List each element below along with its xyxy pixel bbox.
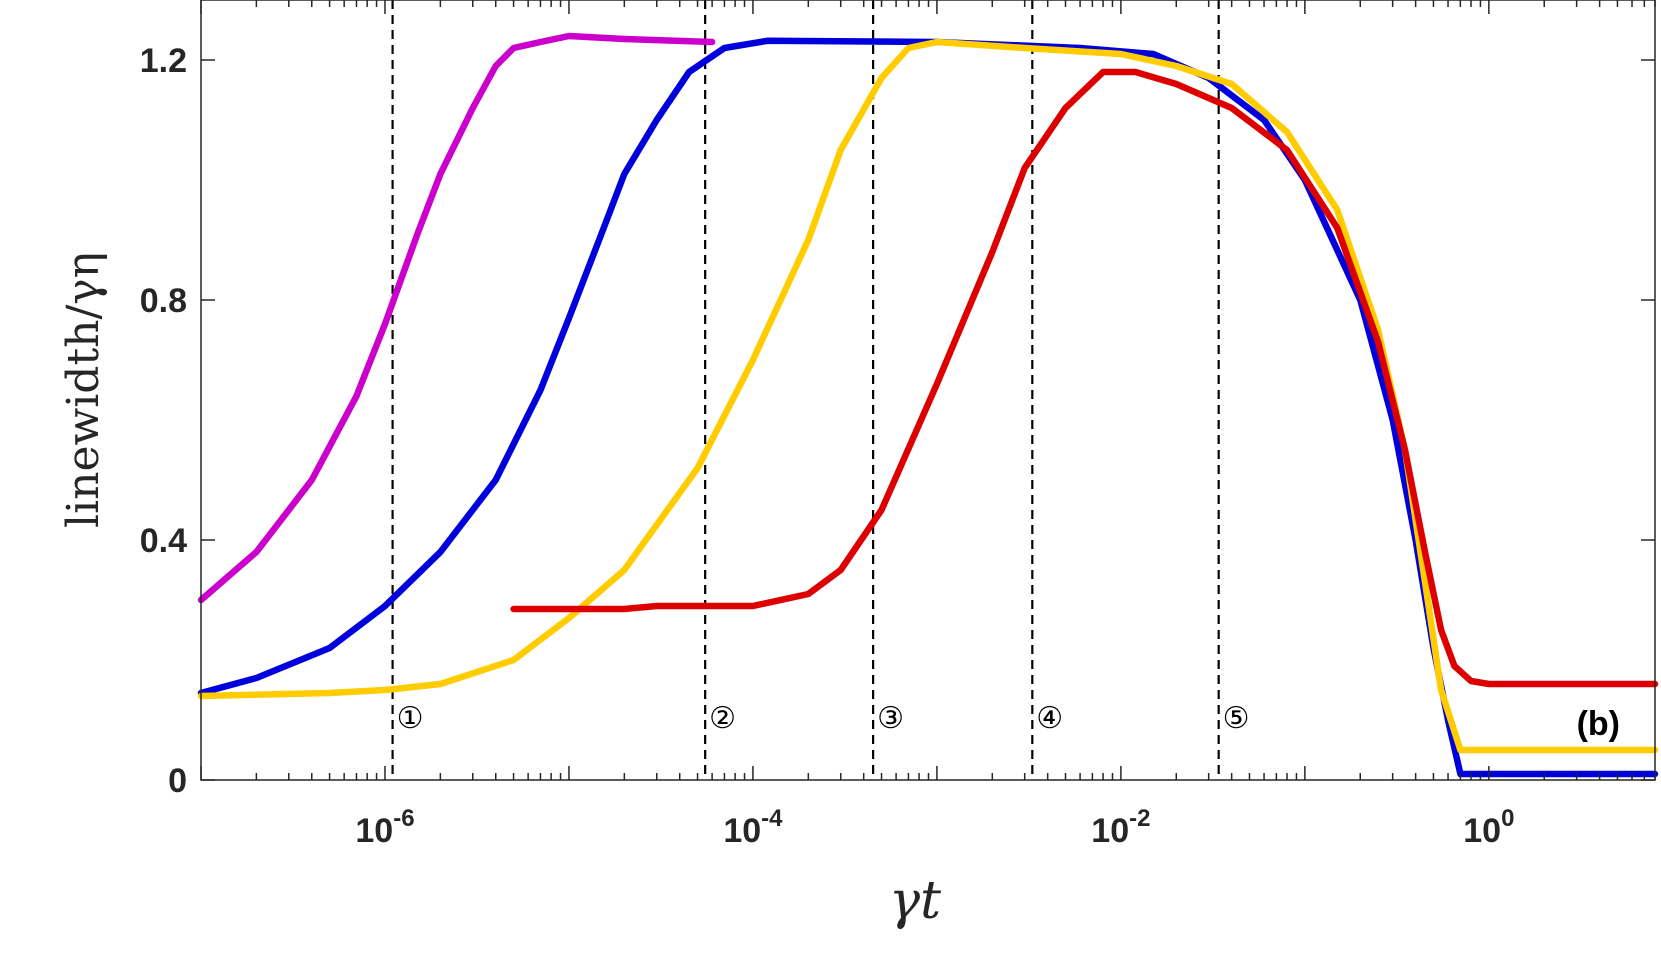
x-axis-title: γt — [889, 871, 941, 931]
vline-label-1: ① — [397, 701, 424, 736]
x-tick-label-4: 100 — [1463, 805, 1514, 850]
vertical-reference-lines — [391, 0, 1220, 780]
y-tick-label-4: 1.2 — [140, 42, 187, 80]
series-lines — [197, 32, 1659, 778]
series-line-4 — [510, 68, 1659, 688]
axis-ticks — [200, 0, 1656, 781]
y-axis-title: linewidth/γη — [58, 252, 109, 528]
x-tick-label-2: 10-4 — [723, 805, 783, 850]
vline-label-4: ④ — [1036, 701, 1063, 736]
vline-label-3: ③ — [877, 701, 904, 736]
series-line-2 — [197, 37, 1659, 778]
y-tick-label-1: 0 — [168, 762, 187, 800]
vline-label-2: ② — [709, 701, 736, 736]
x-tick-label-3: 10-2 — [1091, 805, 1150, 850]
panel-annotation: (b) — [1577, 705, 1620, 743]
axis-tick-labels: 10-6 10-4 10-2 100 0 0.4 0.8 1.2 — [140, 42, 1515, 850]
vline-labels: ① ② ③ ④ ⑤ — [397, 701, 1250, 736]
series-line-1 — [197, 32, 716, 604]
y-tick-label-2: 0.4 — [140, 522, 187, 560]
x-tick-label-1: 10-6 — [355, 805, 414, 850]
y-tick-label-3: 0.8 — [140, 282, 187, 320]
vline-label-5: ⑤ — [1223, 701, 1250, 736]
